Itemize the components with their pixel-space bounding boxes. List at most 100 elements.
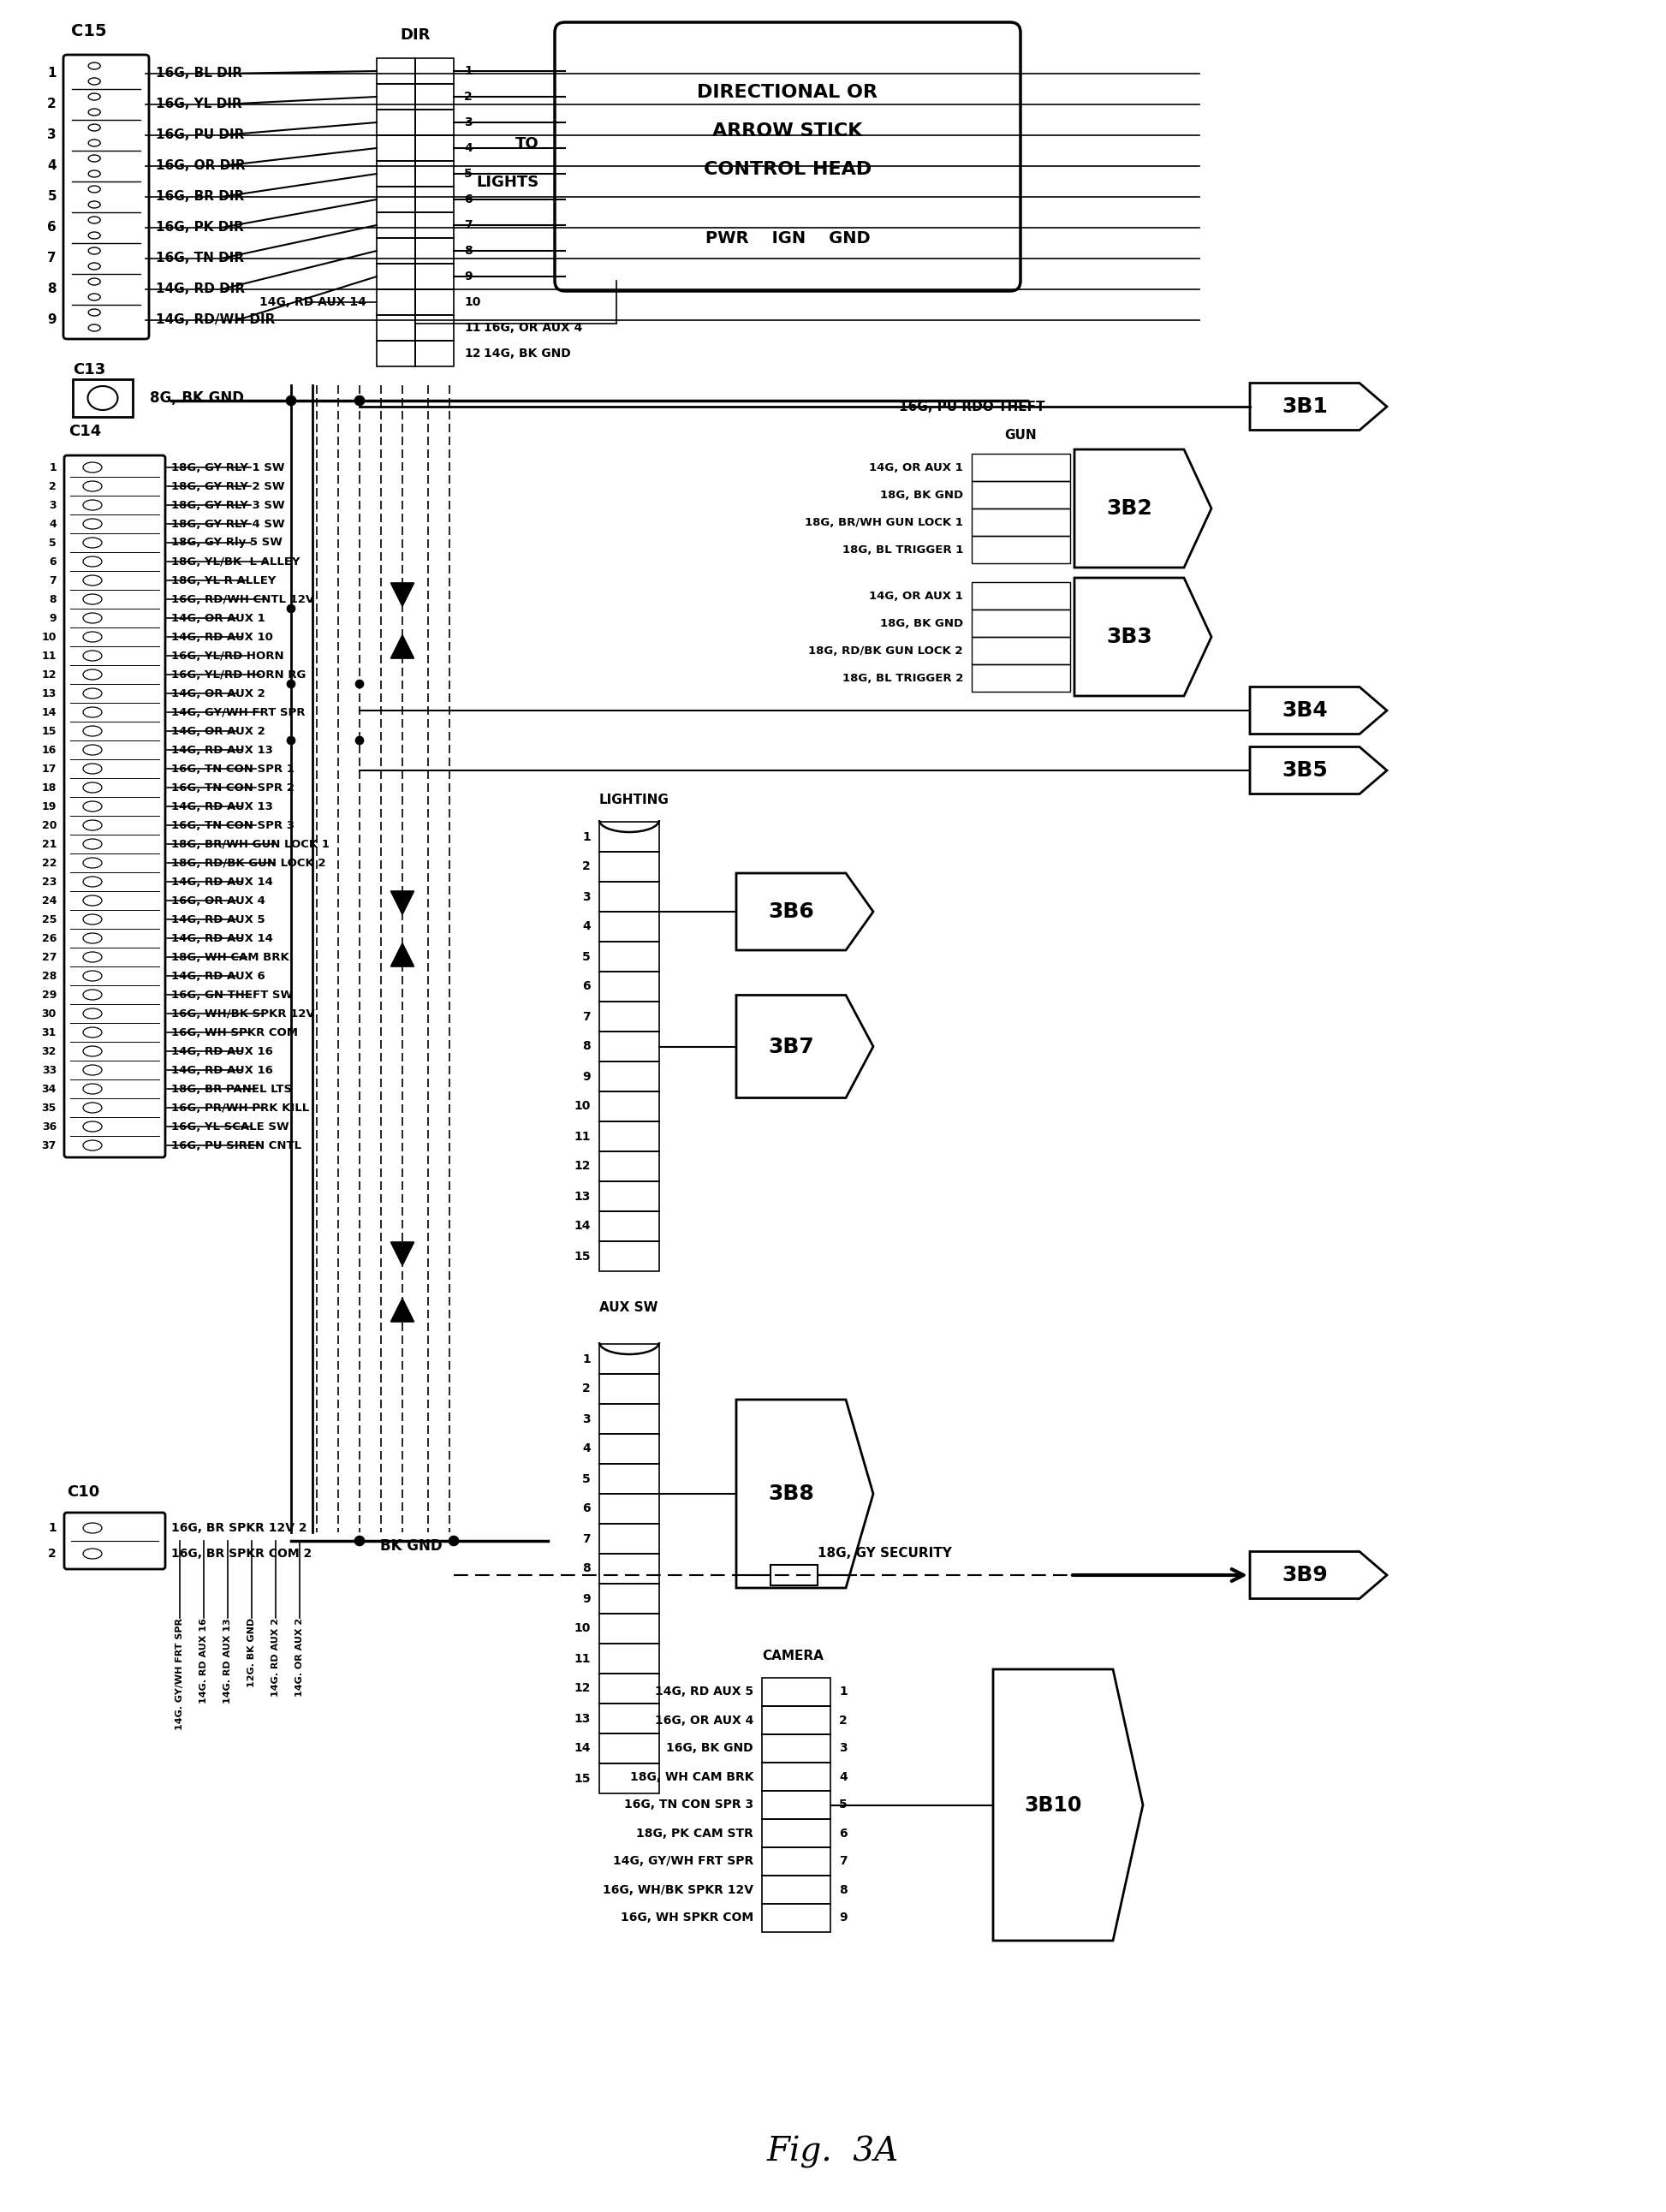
Text: AUX SW: AUX SW [600, 1301, 658, 1314]
Bar [761, 1792, 830, 1818]
Bar [415, 84, 453, 111]
Text: 33: 33 [42, 1064, 57, 1075]
Bar [377, 263, 415, 290]
Text: 16G, YL/RD HORN: 16G, YL/RD HORN [172, 650, 283, 661]
Bar [600, 1181, 660, 1212]
Text: 1: 1 [48, 462, 57, 473]
Bar [415, 135, 453, 161]
Text: 3B6: 3B6 [768, 902, 815, 922]
Text: 2: 2 [48, 1548, 57, 1559]
Text: 18G, YL/BK  L ALLEY: 18G, YL/BK L ALLEY [172, 555, 300, 566]
Text: 6: 6 [840, 1827, 848, 1838]
Text: 22: 22 [42, 858, 57, 869]
Text: 18G, BL TRIGGER 2: 18G, BL TRIGGER 2 [841, 672, 963, 684]
Text: 13: 13 [42, 688, 57, 699]
Text: 18G, GY RLY 2 SW: 18G, GY RLY 2 SW [172, 480, 285, 491]
Text: 3B2: 3B2 [1106, 498, 1153, 520]
Bar [600, 1763, 660, 1794]
Text: 16G, TN CON SPR 2: 16G, TN CON SPR 2 [172, 783, 295, 794]
Text: 10: 10 [42, 630, 57, 641]
Text: 14G. RD AUX 2: 14G. RD AUX 2 [272, 1617, 280, 1697]
Circle shape [355, 1535, 365, 1546]
Text: 3B3: 3B3 [1106, 626, 1153, 648]
Text: 16G, PR/WH PRK KILL: 16G, PR/WH PRK KILL [172, 1102, 310, 1113]
Text: 9: 9 [583, 1071, 591, 1082]
Text: 3: 3 [583, 891, 591, 902]
Bar [600, 1703, 660, 1734]
Bar [600, 1493, 660, 1524]
Text: 16G, WH/BK SPKR 12V: 16G, WH/BK SPKR 12V [603, 1885, 753, 1896]
Text: 18G, BL TRIGGER 1: 18G, BL TRIGGER 1 [841, 544, 963, 555]
Text: 9: 9 [840, 1911, 848, 1924]
Text: 16G, OR AUX 4: 16G, OR AUX 4 [172, 896, 265, 907]
Text: 24: 24 [42, 896, 57, 907]
Text: 11: 11 [42, 650, 57, 661]
Text: 3B7: 3B7 [768, 1035, 815, 1057]
Text: 16: 16 [42, 743, 57, 757]
Text: 1: 1 [48, 1522, 57, 1533]
Text: 13: 13 [575, 1190, 591, 1203]
Text: 15: 15 [42, 726, 57, 737]
Bar [377, 186, 415, 212]
Polygon shape [392, 584, 413, 606]
Text: 14G. GY/WH FRT SPR: 14G. GY/WH FRT SPR [175, 1617, 183, 1730]
Text: 4: 4 [465, 142, 473, 155]
Text: 3B4: 3B4 [1281, 701, 1328, 721]
Text: 3: 3 [583, 1413, 591, 1425]
Text: 18G, GY RLY 1 SW: 18G, GY RLY 1 SW [172, 462, 285, 473]
Bar [761, 1847, 830, 1876]
Text: 2: 2 [840, 1714, 848, 1725]
Text: 16G, TN CON SPR 1: 16G, TN CON SPR 1 [172, 763, 295, 774]
Text: 6: 6 [48, 555, 57, 566]
Circle shape [355, 396, 365, 405]
Text: CONTROL HEAD: CONTROL HEAD [703, 161, 871, 177]
Text: 6: 6 [47, 221, 57, 234]
Bar [600, 1464, 660, 1493]
Bar [600, 1091, 660, 1121]
Text: 3: 3 [48, 500, 57, 511]
Text: 3B10: 3B10 [1025, 1794, 1081, 1816]
Text: 18G, GY RLY 3 SW: 18G, GY RLY 3 SW [172, 500, 285, 511]
Text: 14G, RD AUX 16: 14G, RD AUX 16 [172, 1046, 273, 1057]
Text: 10: 10 [575, 1624, 591, 1635]
Text: 16G, YL/RD HORN RG: 16G, YL/RD HORN RG [172, 668, 307, 679]
Text: 9: 9 [48, 613, 57, 624]
Text: 15: 15 [575, 1772, 591, 1785]
Text: 18G, GY SECURITY: 18G, GY SECURITY [818, 1546, 951, 1559]
Text: 8: 8 [583, 1562, 591, 1575]
Bar [761, 1705, 830, 1734]
Text: 11: 11 [465, 323, 481, 334]
Text: 16G, TN CON SPR 3: 16G, TN CON SPR 3 [172, 821, 295, 832]
Text: 7: 7 [583, 1011, 591, 1022]
Text: 16G, YL DIR: 16G, YL DIR [157, 97, 242, 111]
Text: LIGHTING: LIGHTING [600, 794, 670, 807]
Text: 16G, TN CON SPR 3: 16G, TN CON SPR 3 [625, 1798, 753, 1812]
Text: 1: 1 [48, 66, 57, 80]
Text: 16G, BL DIR: 16G, BL DIR [157, 66, 242, 80]
Bar [415, 263, 453, 290]
Bar [600, 1031, 660, 1062]
Bar [600, 1674, 660, 1703]
Text: 16G, BR SPKR COM 2: 16G, BR SPKR COM 2 [172, 1548, 312, 1559]
Bar [600, 1584, 660, 1613]
Text: 30: 30 [42, 1009, 57, 1020]
Text: Fig.  3A: Fig. 3A [766, 2137, 900, 2168]
Text: CAMERA: CAMERA [761, 1650, 823, 1663]
Bar [415, 314, 453, 341]
Polygon shape [1250, 383, 1386, 429]
Bar [600, 1524, 660, 1553]
Bar [600, 883, 660, 911]
Text: 19: 19 [42, 801, 57, 812]
Polygon shape [736, 874, 873, 951]
Text: C10: C10 [67, 1484, 100, 1500]
Text: 12: 12 [575, 1161, 591, 1172]
Polygon shape [1075, 577, 1211, 697]
Bar [377, 212, 415, 239]
Text: 14G, OR AUX 2: 14G, OR AUX 2 [172, 726, 265, 737]
Text: 14G, OR AUX 1: 14G, OR AUX 1 [172, 613, 265, 624]
Text: 18G, RD/BK GUN LOCK 2: 18G, RD/BK GUN LOCK 2 [172, 858, 327, 869]
Bar [600, 1433, 660, 1464]
Text: 16G, OR AUX 4: 16G, OR AUX 4 [483, 323, 583, 334]
Text: 4: 4 [840, 1772, 848, 1783]
Text: 29: 29 [42, 989, 57, 1000]
